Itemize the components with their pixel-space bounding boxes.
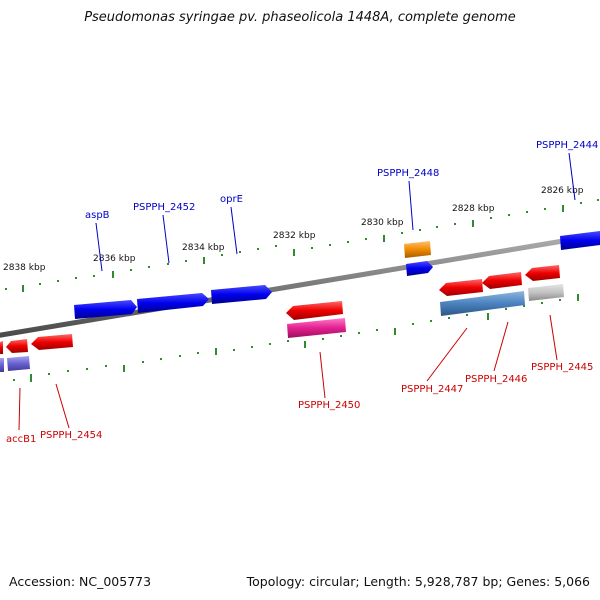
- reverse-label-leaders: [18, 314, 558, 431]
- gene-arrow[interactable]: [287, 318, 346, 338]
- gene-label-PSPPH_2448[interactable]: PSPPH_2448: [377, 168, 439, 179]
- gene-arrow[interactable]: [404, 241, 431, 258]
- outer-tick-track: [5, 199, 599, 292]
- genome-title: Pseudomonas syringae pv. phaseolicola 14…: [84, 10, 516, 25]
- genome-backbone: [0, 232, 600, 338]
- gene-label-accB1[interactable]: accB1: [6, 434, 36, 445]
- topology-text: Topology: circular; Length: 5,928,787 bp…: [246, 574, 590, 589]
- gene-arrow[interactable]: [31, 334, 73, 350]
- gene-arrow[interactable]: [286, 301, 343, 320]
- gene-arrow[interactable]: [560, 231, 600, 250]
- gene-label-PSPPH_2444[interactable]: PSPPH_2444: [536, 140, 598, 151]
- tick-label: 2828 kbp: [452, 204, 495, 214]
- tick-label: 2826 kbp: [541, 186, 584, 196]
- gene-arrow[interactable]: [439, 279, 483, 296]
- gene-label-PSPPH_2446[interactable]: PSPPH_2446: [465, 374, 527, 385]
- tick-label: 2832 kbp: [273, 231, 316, 241]
- gene-arrow[interactable]: [74, 300, 137, 319]
- gene-label-PSPPH_2447[interactable]: PSPPH_2447: [401, 384, 463, 395]
- gene-arrow[interactable]: [406, 261, 433, 276]
- accession-text: Accession: NC_005773: [9, 574, 152, 589]
- gene-arrow[interactable]: [482, 272, 522, 289]
- gene-label-oprE[interactable]: oprE: [220, 194, 243, 205]
- gene-arrow[interactable]: [440, 291, 525, 316]
- tick-label: 2838 kbp: [3, 263, 46, 273]
- gene-arrow[interactable]: [6, 339, 28, 353]
- reverse-genes: [0, 265, 564, 372]
- gene-arrow[interactable]: [137, 293, 209, 313]
- gene-arrow[interactable]: [528, 284, 564, 301]
- gene-label-PSPPH_2452[interactable]: PSPPH_2452: [133, 202, 195, 213]
- tick-label: 2836 kbp: [93, 254, 136, 264]
- gene-label-PSPPH_2450[interactable]: PSPPH_2450: [298, 400, 360, 411]
- gene-arrow[interactable]: [0, 341, 3, 354]
- gene-arrow[interactable]: [7, 356, 30, 371]
- tick-label: 2830 kbp: [361, 218, 404, 228]
- gene-label-PSPPH_2445[interactable]: PSPPH_2445: [531, 362, 593, 373]
- forward-label-leaders: [95, 152, 576, 272]
- gene-arrow[interactable]: [211, 285, 272, 304]
- gene-label-PSPPH_2454[interactable]: PSPPH_2454: [40, 430, 102, 441]
- tick-label: 2834 kbp: [182, 243, 225, 253]
- forward-genes: [74, 231, 600, 319]
- gene-label-aspB[interactable]: aspB: [85, 210, 110, 221]
- gene-arrow[interactable]: [0, 358, 4, 372]
- gene-arrow[interactable]: [525, 265, 560, 281]
- inner-tick-track: [13, 294, 579, 382]
